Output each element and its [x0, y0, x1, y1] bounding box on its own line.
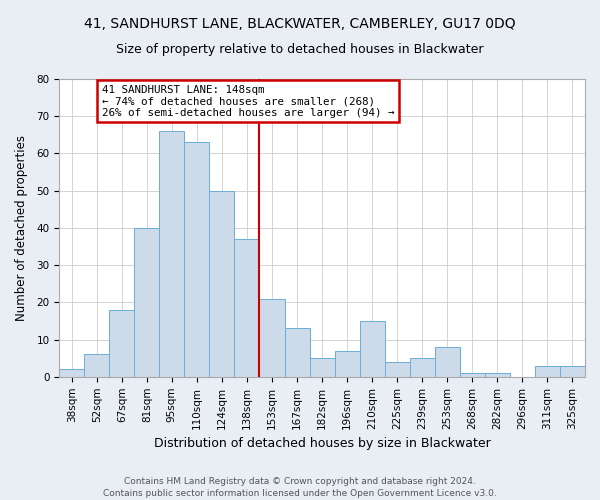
Text: 41, SANDHURST LANE, BLACKWATER, CAMBERLEY, GU17 0DQ: 41, SANDHURST LANE, BLACKWATER, CAMBERLE…	[84, 18, 516, 32]
Bar	[335, 351, 359, 377]
Y-axis label: Number of detached properties: Number of detached properties	[15, 135, 28, 321]
Bar	[385, 362, 410, 377]
Bar	[435, 347, 460, 377]
Bar	[485, 373, 510, 377]
Bar	[84, 354, 109, 377]
Bar	[284, 328, 310, 377]
Text: 41 SANDHURST LANE: 148sqm
← 74% of detached houses are smaller (268)
26% of semi: 41 SANDHURST LANE: 148sqm ← 74% of detac…	[102, 84, 394, 118]
Bar	[460, 373, 485, 377]
Bar	[359, 321, 385, 377]
Bar	[535, 366, 560, 377]
Bar	[109, 310, 134, 377]
Bar	[310, 358, 335, 377]
Bar	[160, 131, 184, 377]
Bar	[134, 228, 160, 377]
Bar	[410, 358, 435, 377]
Bar	[560, 366, 585, 377]
Bar	[184, 142, 209, 377]
Text: Contains HM Land Registry data © Crown copyright and database right 2024.: Contains HM Land Registry data © Crown c…	[124, 478, 476, 486]
Bar	[235, 239, 259, 377]
X-axis label: Distribution of detached houses by size in Blackwater: Distribution of detached houses by size …	[154, 437, 490, 450]
Text: Size of property relative to detached houses in Blackwater: Size of property relative to detached ho…	[116, 42, 484, 56]
Bar	[59, 370, 84, 377]
Text: Contains public sector information licensed under the Open Government Licence v3: Contains public sector information licen…	[103, 489, 497, 498]
Bar	[259, 298, 284, 377]
Bar	[209, 190, 235, 377]
